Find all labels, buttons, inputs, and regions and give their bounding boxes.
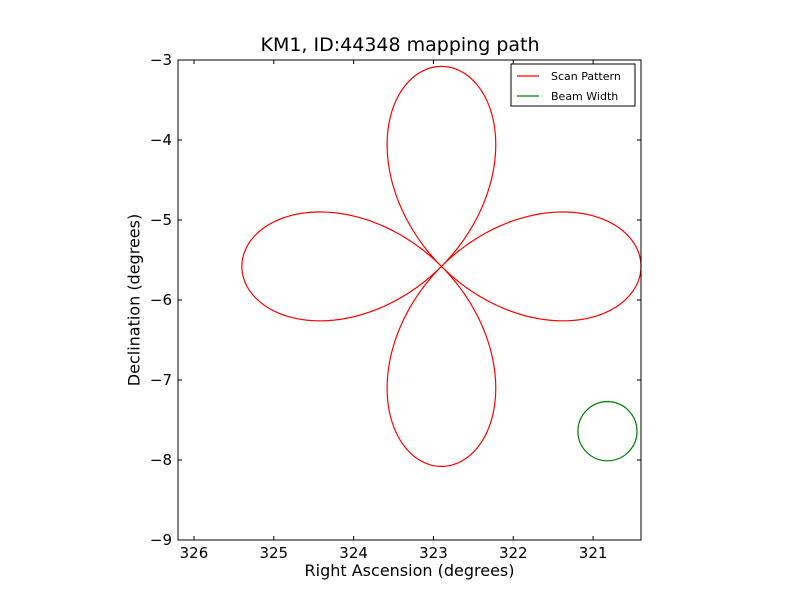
legend-label-scan-pattern: Scan Pattern: [551, 70, 621, 83]
y-tick-label: −3: [150, 51, 172, 69]
x-tick-label: 325: [259, 544, 288, 562]
x-tick-label: 323: [419, 544, 448, 562]
y-tick-label: −5: [150, 211, 172, 229]
x-axis-label: Right Ascension (degrees): [304, 561, 515, 580]
plot-area: [178, 60, 641, 540]
x-tick-label: 324: [339, 544, 368, 562]
x-tick-label: 321: [579, 544, 608, 562]
x-tick-label: 322: [499, 544, 528, 562]
legend-box: [510, 63, 636, 107]
chart-title: KM1, ID:44348 mapping path: [260, 34, 540, 56]
y-tick-label: −7: [150, 371, 172, 389]
series-beam-width: [577, 401, 638, 462]
y-axis: −3 −4 −5 −6 −7 −8 −9: [150, 51, 641, 549]
y-axis-label: Declination (degrees): [124, 213, 144, 387]
y-tick-label: −6: [150, 291, 172, 309]
y-tick-label: −8: [150, 451, 172, 469]
x-tick-label: 326: [180, 544, 209, 562]
y-tick-label: −9: [150, 531, 172, 549]
legend-label-beam-width: Beam Width: [551, 90, 618, 103]
legend: Scan Pattern Beam Width: [510, 63, 636, 107]
x-axis: 326 325 324 323 322 321: [180, 60, 608, 562]
y-tick-label: −4: [150, 131, 172, 149]
